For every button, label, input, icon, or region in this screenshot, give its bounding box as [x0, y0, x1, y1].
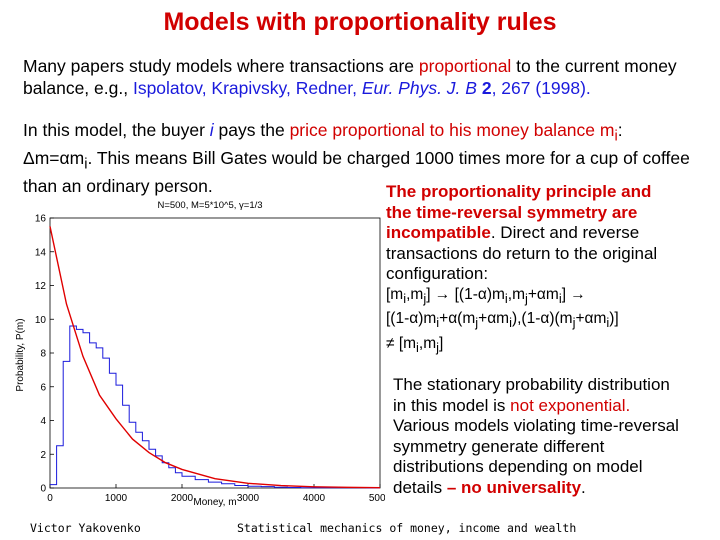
y-axis: 0 2 4 6 8 10 12 14 16 [35, 214, 54, 495]
intro-paragraph: Many papers study models where transacti… [23, 56, 713, 99]
f2-sub-i2: i [509, 315, 512, 331]
intro-text: Many papers study models where transacti… [23, 56, 419, 76]
model-formula: Δm=αm [23, 148, 85, 168]
f1b-sub-i: i [504, 290, 508, 306]
x-axis: 0 1000 2000 3000 4000 5000 [47, 484, 385, 504]
y-tick-label: 14 [35, 247, 47, 258]
formula-line-3: ≠ [mi,mj] [386, 334, 716, 359]
stationary-line-3: Various models violating time-reversal [393, 416, 679, 435]
stationary-line-2: in this model is not exponential. [393, 396, 715, 417]
f1-mid: ,m [406, 285, 424, 303]
f2-sub-i: i [436, 315, 440, 331]
incompat-line-2: the time-reversal symmetry are [386, 202, 638, 222]
stationary-line-6-a: details [393, 477, 447, 497]
buyer-variable: i [209, 120, 214, 140]
slide-title: Models with proportionality rules [163, 8, 557, 36]
x-tick-label: 5000 [369, 493, 385, 504]
y-tick-label: 4 [40, 416, 46, 427]
not-exponential: not exponential. [510, 395, 631, 415]
f2-f: )] [609, 310, 619, 328]
footer-course: Statistical mechanics of money, income a… [237, 521, 577, 535]
f2-sub-j2: j [572, 315, 576, 331]
stationary-line-4: symmetry generate different [393, 436, 605, 456]
incompatibility-block: The proportionality principle and the ti… [386, 182, 716, 358]
f2-c: +αm [478, 310, 510, 328]
x-tick-label: 4000 [303, 493, 326, 504]
y-tick-label: 0 [40, 484, 46, 495]
f2-e: +αm [575, 310, 607, 328]
x-axis-label: Money, m [193, 497, 236, 508]
incompatible-word: incompatible [386, 223, 491, 242]
y-tick-label: 16 [35, 214, 47, 225]
citation-authors: Ispolatov, Krapivsky, Redner, [132, 77, 362, 98]
stationary-line-2-a: in this model is [393, 395, 511, 415]
model-highlight-sub: i [614, 128, 618, 145]
incompat-line-3: incompatible. Direct and reverse [386, 223, 716, 244]
incompat-line-4: transactions do return to the original [386, 243, 658, 263]
no-universality: – no universality [446, 477, 582, 497]
f2-sub-j: j [475, 315, 479, 331]
footer-author: Victor Yakovenko [30, 521, 141, 535]
stationary-line-6-end: . [581, 477, 586, 497]
model-text-2: pays the [213, 120, 290, 140]
incompat-line-5: configuration: [386, 264, 489, 283]
x-tick-label: 1000 [105, 493, 128, 504]
f1-sub-j: j [423, 290, 427, 306]
exponential-fit-series [49, 226, 381, 489]
f1b-end: ] → [561, 285, 586, 303]
f3-a: ≠ [m [386, 334, 417, 352]
stationary-line-5: distributions depending on model [393, 457, 643, 476]
model-highlight: price proportional to his money balance … [289, 120, 615, 140]
intro-highlight: proportional [418, 56, 512, 76]
f2-d: ),(1-α)(m [511, 310, 573, 328]
intro-text-2: to the current money balance, e.g., [23, 56, 677, 98]
x-tick-label: 2000 [171, 493, 194, 504]
x-tick-label: 3000 [237, 493, 260, 504]
model-paragraph: In this model, the buyer i pays the pric… [23, 120, 713, 198]
histogram-series [50, 325, 380, 489]
stationary-block: The stationary probability distribution … [393, 375, 715, 498]
f1b-mid2: +αm [527, 285, 559, 303]
plot-frame [49, 217, 381, 489]
f1b-sub-j: j [525, 290, 528, 306]
money-distribution-chart: N=500, M=5*10^5, γ=1/3 0 2 4 6 8 10 12 14 16 0 10… [15, 200, 385, 508]
citation-journal: Eur. Phys. J. B [361, 77, 477, 98]
y-tick-label: 8 [40, 349, 46, 360]
f3-sub-i: i [416, 339, 419, 355]
f3-end: ] [439, 334, 444, 352]
model-text: In this model, the buyer [23, 120, 210, 140]
y-tick-label: 12 [35, 281, 47, 292]
f3-sub-j: j [436, 339, 439, 355]
y-tick-label: 10 [35, 315, 47, 326]
y-axis-label: Probability, P(m) [15, 318, 26, 391]
f3-mid: ,m [418, 334, 437, 352]
incompat-line-3-rest: . Direct and reverse [490, 223, 640, 242]
f1b-sub-i2: i [558, 290, 562, 306]
stationary-line-1: The stationary probability distribution [393, 375, 670, 394]
formula-line-1: [mi,mj] → [(1-α)mi,mj+αmi] → [386, 285, 716, 310]
citation-rest: , 267 (1998). [491, 77, 591, 98]
stationary-line-6: details – no universality. [393, 478, 715, 499]
f2-b: +α(m [439, 310, 476, 328]
f1-sub-i: i [403, 290, 407, 306]
f1-a: [m [386, 285, 404, 303]
f1b-mid: ,m [507, 285, 525, 303]
chart-title: N=500, M=5*10^5, γ=1/3 [157, 200, 262, 211]
f2-sub-i3: i [606, 315, 610, 331]
citation: Ispolatov, Krapivsky, Redner, Eur. Phys.… [133, 78, 591, 98]
y-tick-label: 6 [40, 382, 46, 393]
model-formula-sub: i [84, 156, 88, 173]
citation-volume: 2 [476, 77, 492, 98]
f2-a: [(1-α)m [386, 310, 437, 328]
formula-line-2: [(1-α)mi+α(mj+αmi),(1-α)(mj+αmi)] [386, 309, 716, 334]
model-text-3: : [617, 120, 623, 140]
f1-end: ] → [(1-α)m [426, 285, 505, 303]
y-tick-label: 2 [40, 450, 46, 461]
x-tick-label: 0 [47, 493, 53, 504]
incompat-line-1: The proportionality principle and [386, 182, 652, 201]
model-text-4: . This means Bill Gates would be charged… [23, 148, 690, 196]
